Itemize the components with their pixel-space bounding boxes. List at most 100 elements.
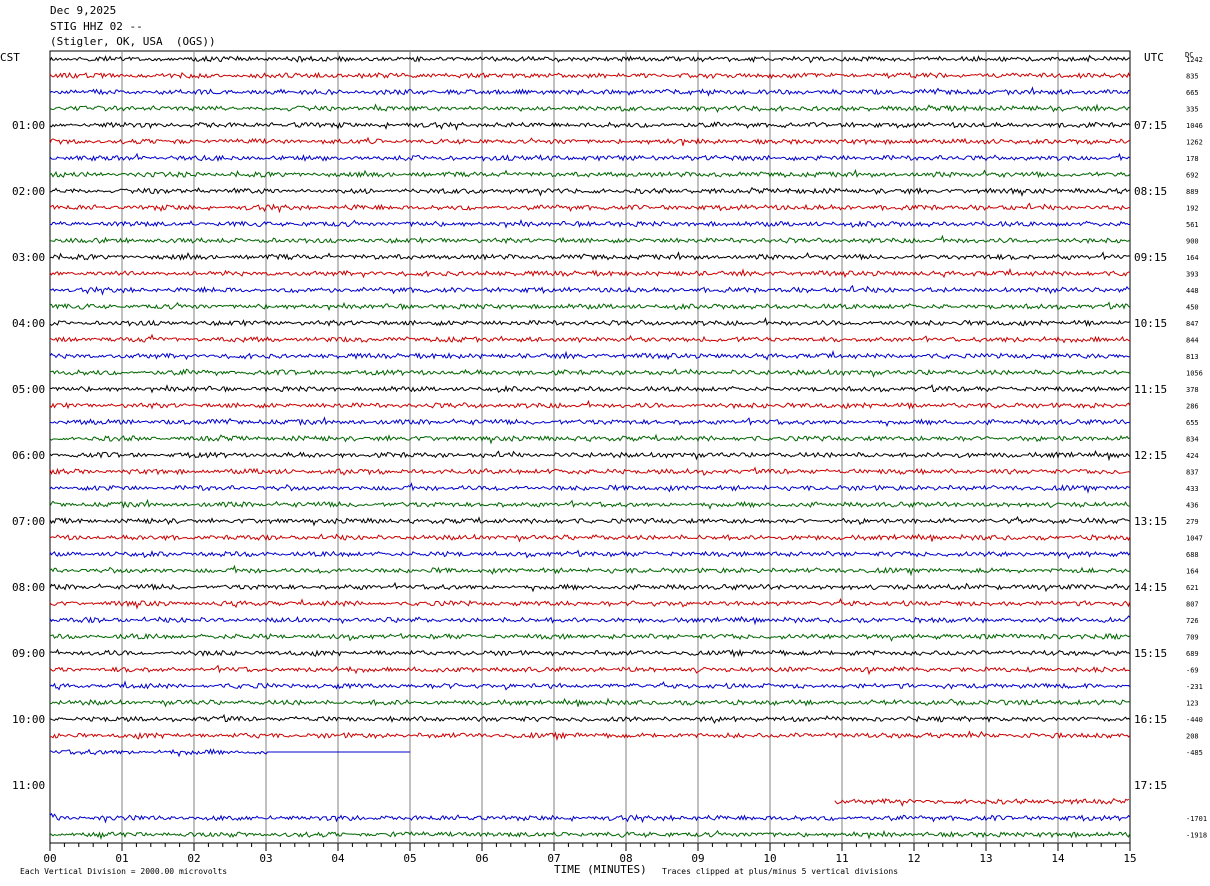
- dc-value: 688: [1186, 551, 1199, 559]
- axis-labels: 00 01 02 03 04 05 06 07 08 09 10 11 12 13 14 15 1242 835 6…: [12, 56, 1207, 865]
- x-tick-label: 03: [259, 852, 272, 865]
- dc-value: -231: [1186, 683, 1203, 691]
- dc-value: 621: [1186, 584, 1199, 592]
- trace-row: [49, 202, 1131, 214]
- scale-note: Each Vertical Division = 2000.00 microvo…: [20, 867, 228, 876]
- utc-hour-label: 15:15: [1134, 647, 1167, 660]
- trace-row: [49, 730, 1131, 742]
- dc-value: -485: [1186, 749, 1203, 757]
- trace-row: [49, 152, 1131, 162]
- trace-row: [49, 664, 1131, 676]
- trace-row: [49, 384, 1131, 394]
- x-tick-label: 00: [43, 852, 56, 865]
- dc-value: 834: [1186, 436, 1199, 444]
- trace-row: [49, 186, 1131, 197]
- dc-value: -69: [1186, 667, 1199, 675]
- dc-value: 813: [1186, 353, 1199, 361]
- dc-value: 378: [1186, 386, 1199, 394]
- dc-value: 726: [1186, 617, 1199, 625]
- dc-value: 192: [1186, 205, 1199, 213]
- x-tick-label: 11: [835, 852, 848, 865]
- utc-label: UTC: [1144, 51, 1164, 64]
- utc-hour-label: 11:15: [1134, 383, 1167, 396]
- trace-row: [49, 284, 1131, 296]
- dc-label: DC: [1185, 51, 1193, 59]
- trace-row: [49, 533, 1131, 543]
- dc-value: 335: [1186, 106, 1199, 114]
- trace-row: [49, 251, 1131, 261]
- dc-value: 1056: [1186, 370, 1203, 378]
- dc-value: 450: [1186, 304, 1199, 312]
- x-tick-label: 14: [1051, 852, 1065, 865]
- x-tick-label: 10: [763, 852, 776, 865]
- trace-row: [49, 136, 1131, 146]
- trace-row: [49, 482, 1131, 494]
- dc-value: 393: [1186, 271, 1199, 279]
- cst-hour-label: 10:00: [12, 713, 45, 726]
- utc-hour-label: 14:15: [1134, 581, 1167, 594]
- utc-hour-label: 12:15: [1134, 449, 1167, 462]
- trace-row: [49, 498, 1131, 510]
- utc-hour-label: 08:15: [1134, 185, 1167, 198]
- dc-value: 424: [1186, 452, 1199, 460]
- trace-row: [49, 697, 1131, 708]
- dc-value: 900: [1186, 238, 1199, 246]
- header-station: STIG HHZ 02 --: [50, 20, 143, 33]
- dc-value: 164: [1186, 568, 1199, 576]
- x-tick-label: 02: [187, 852, 200, 865]
- x-tick-label: 04: [331, 852, 345, 865]
- trace-row: [49, 812, 1131, 824]
- trace-row: [49, 350, 1131, 361]
- trace-row: [49, 748, 410, 758]
- dc-value: 279: [1186, 518, 1199, 526]
- x-axis-title: TIME (MINUTES): [554, 863, 647, 876]
- trace-row: [49, 416, 1131, 428]
- dc-value: 889: [1186, 188, 1199, 196]
- trace-row: [49, 168, 1131, 179]
- dc-value: 692: [1186, 172, 1199, 180]
- dc-value: 436: [1186, 502, 1199, 510]
- dc-value: 208: [1186, 733, 1199, 741]
- dc-value: 655: [1186, 419, 1199, 427]
- cst-hour-label: 01:00: [12, 119, 45, 132]
- dc-value: 847: [1186, 320, 1199, 328]
- dc-value: -440: [1186, 716, 1203, 724]
- cst-label: CST: [0, 51, 20, 64]
- dc-value: 433: [1186, 485, 1199, 493]
- trace-row: [49, 680, 1131, 691]
- utc-hour-label: 10:15: [1134, 317, 1167, 330]
- cst-hour-label: 05:00: [12, 383, 45, 396]
- dc-value: 807: [1186, 601, 1199, 609]
- dc-value: 1242: [1186, 56, 1203, 64]
- dc-value: 1047: [1186, 535, 1203, 543]
- dc-value: 837: [1186, 469, 1199, 477]
- trace-row: [49, 317, 1131, 328]
- utc-hour-label: 13:15: [1134, 515, 1167, 528]
- dc-value: 835: [1186, 73, 1199, 81]
- trace-row: [49, 54, 1131, 64]
- dc-value: 709: [1186, 634, 1199, 642]
- cst-hour-label: 07:00: [12, 515, 45, 528]
- dc-value: 1046: [1186, 122, 1203, 130]
- trace-row: [49, 648, 1131, 658]
- trace-row: [49, 333, 1131, 344]
- dc-value: 123: [1186, 700, 1199, 708]
- trace-row: [49, 218, 1131, 229]
- dc-value: 1262: [1186, 139, 1203, 147]
- utc-hour-label: 16:15: [1134, 713, 1167, 726]
- trace-row: [49, 86, 1131, 97]
- dc-value: 448: [1186, 287, 1199, 295]
- trace-row: [49, 597, 1131, 610]
- utc-hour-label: 09:15: [1134, 251, 1167, 264]
- x-tick-label: 01: [115, 852, 128, 865]
- trace-row: [49, 581, 1131, 593]
- trace-row: [49, 829, 1131, 841]
- seismic-traces: [49, 54, 1131, 841]
- trace-row: [49, 549, 1131, 560]
- cst-hour-label: 11:00: [12, 779, 45, 792]
- dc-value: 689: [1186, 650, 1199, 658]
- trace-row: [49, 267, 1131, 279]
- dc-value: -1918: [1186, 832, 1207, 840]
- dc-value: 844: [1186, 337, 1199, 345]
